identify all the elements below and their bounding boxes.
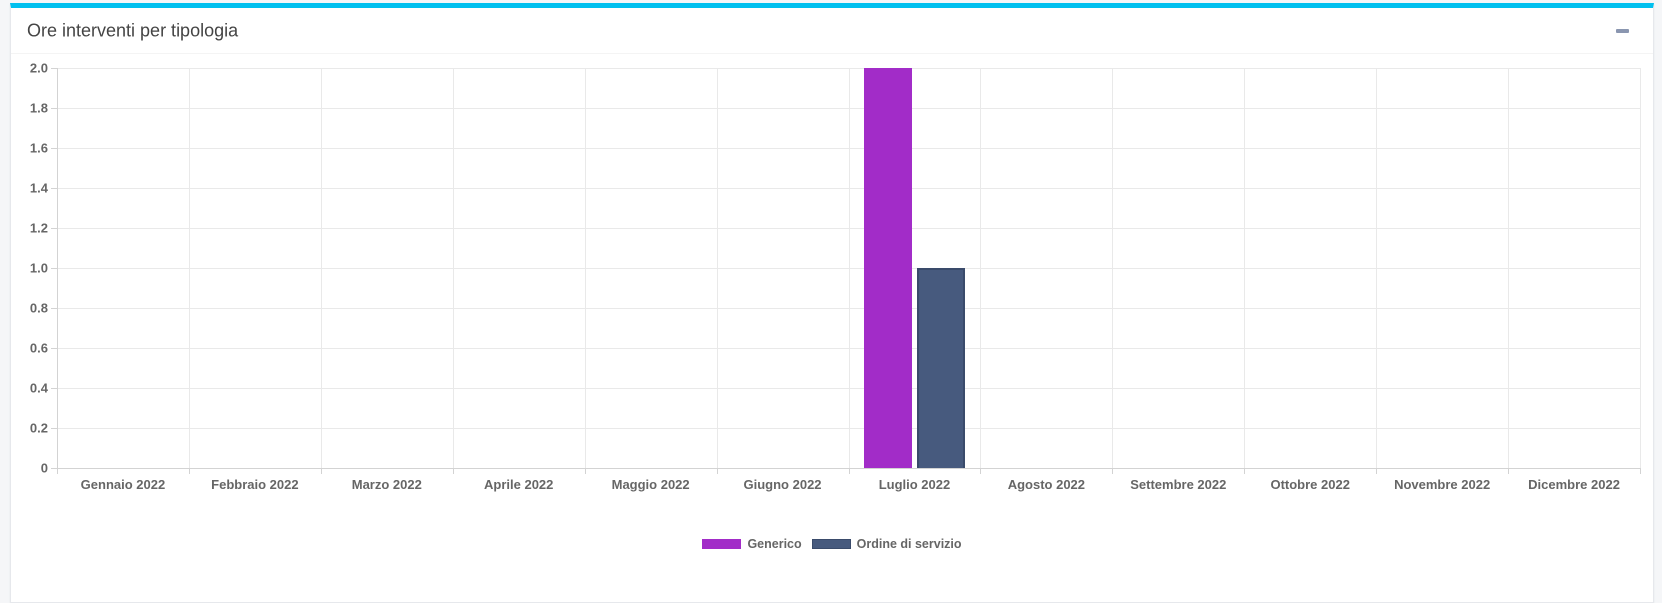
chart-panel: Ore interventi per tipologia 0 0.2 0.4 0.6 0… <box>10 3 1654 603</box>
x-tick-label: Luglio 2022 <box>878 477 951 492</box>
minus-icon <box>1615 28 1629 33</box>
legend-swatch <box>702 539 742 549</box>
x-gridline <box>1376 68 1378 468</box>
y-tick-mark <box>51 308 57 309</box>
x-tick-label: Giugno 2022 <box>743 477 822 492</box>
x-tick-label: Maggio 2022 <box>611 477 690 492</box>
x-tick-mark <box>320 468 322 474</box>
y-tick-mark <box>51 388 57 389</box>
x-tick-label: Aprile 2022 <box>484 477 554 492</box>
bar-ordine-di-servizio-luglio-2022[interactable] <box>917 268 965 468</box>
x-tick-label: Febbraio 2022 <box>211 477 299 492</box>
x-tick-mark <box>1376 468 1378 474</box>
x-gridline <box>188 68 190 468</box>
y-tick-mark <box>51 428 57 429</box>
y-tick-label: 1.0 <box>29 260 48 276</box>
x-gridline <box>320 68 322 468</box>
y-tick-label: 1.8 <box>29 100 48 116</box>
x-tick-label: Agosto 2022 <box>1007 477 1086 492</box>
x-tick-label: Settembre 2022 <box>1130 477 1227 492</box>
x-tick-mark <box>57 468 58 474</box>
x-gridline <box>980 68 982 468</box>
y-tick-label: 1.6 <box>29 140 48 156</box>
x-tick-label: Ottobre 2022 <box>1270 477 1350 492</box>
x-tick-mark <box>980 468 982 474</box>
x-gridline <box>716 68 718 468</box>
legend-label: Generico <box>747 537 802 551</box>
x-gridline <box>1508 68 1510 468</box>
legend-label: Ordine di servizio <box>856 537 962 551</box>
x-tick-mark <box>1508 468 1510 474</box>
legend-swatch <box>811 539 851 549</box>
collapse-button[interactable] <box>1609 20 1635 42</box>
y-tick-mark <box>51 228 57 229</box>
x-tick-mark <box>1112 468 1114 474</box>
y-tick-mark <box>51 148 57 149</box>
y-tick-mark <box>51 108 57 109</box>
y-tick-label: 2.0 <box>29 60 48 76</box>
y-tick-mark <box>51 68 57 69</box>
x-gridline <box>452 68 454 468</box>
x-gridline <box>1112 68 1114 468</box>
legend-item-ordine-di-servizio[interactable]: Ordine di servizio <box>811 537 962 551</box>
y-tick-label: 0.8 <box>29 300 48 316</box>
x-tick-label: Novembre 2022 <box>1394 477 1491 492</box>
panel-header: Ore interventi per tipologia <box>11 8 1653 54</box>
y-tick-mark <box>51 348 57 349</box>
x-gridline <box>1244 68 1246 468</box>
x-gridline <box>1640 68 1641 468</box>
chart-legend: Generico Ordine di servizio <box>11 537 1653 551</box>
x-gridline <box>57 68 58 468</box>
y-tick-label: 0.4 <box>29 380 48 396</box>
x-tick-mark <box>584 468 586 474</box>
y-tick-mark <box>51 268 57 269</box>
y-tick-label: 1.4 <box>29 180 48 196</box>
x-tick-label: Dicembre 2022 <box>1528 477 1620 492</box>
x-gridline <box>848 68 850 468</box>
chart-region[interactable]: 0 0.2 0.4 0.6 0.8 1.0 1.2 1.4 1.6 1.8 2.0 Gennaio 2… <box>11 54 1653 564</box>
x-tick-label: Gennaio 2022 <box>80 477 166 492</box>
y-tick-label: 0 <box>40 460 48 476</box>
x-tick-label: Marzo 2022 <box>351 477 422 492</box>
y-tick-mark <box>51 468 57 469</box>
y-tick-label: 1.2 <box>29 220 48 236</box>
y-tick-mark <box>51 188 57 189</box>
y-tick-label: 0.6 <box>29 340 48 356</box>
x-tick-mark <box>452 468 454 474</box>
chart-plot-area[interactable]: 0 0.2 0.4 0.6 0.8 1.0 1.2 1.4 1.6 1.8 2.0 Gennaio 2… <box>30 61 1641 492</box>
x-tick-mark <box>1640 468 1641 474</box>
legend-item-generico[interactable]: Generico <box>702 537 802 551</box>
x-tick-mark <box>848 468 850 474</box>
panel-title: Ore interventi per tipologia <box>27 20 239 40</box>
x-tick-mark <box>1244 468 1246 474</box>
y-tick-label: 0.2 <box>29 420 48 436</box>
bar-generico-luglio-2022[interactable] <box>864 68 912 468</box>
x-tick-mark <box>716 468 718 474</box>
x-tick-mark <box>188 468 190 474</box>
x-gridline <box>584 68 586 468</box>
